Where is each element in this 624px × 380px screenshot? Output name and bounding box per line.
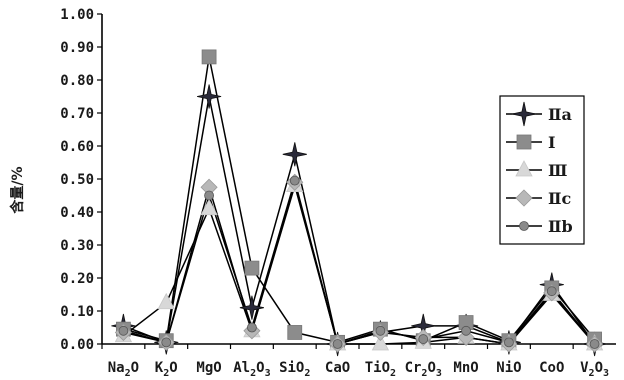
- y-tick-label: 0.30: [60, 238, 94, 254]
- y-axis-title: 含量/%: [9, 166, 26, 213]
- y-tick-label: 0.70: [60, 106, 94, 122]
- data-point: [282, 142, 307, 167]
- data-point: [546, 286, 557, 297]
- legend-label: Ⅱb: [548, 217, 573, 236]
- data-point: [418, 334, 429, 344]
- data-point: [589, 339, 600, 349]
- x-tick-label: CaO: [325, 360, 350, 376]
- data-point: [371, 334, 390, 351]
- legend-marker: [516, 134, 532, 150]
- y-tick-label: 0.50: [60, 172, 94, 188]
- legend-label: Ⅰ: [548, 133, 555, 152]
- x-tick-label: SiO2: [279, 360, 310, 379]
- legend-marker: [511, 101, 537, 127]
- x-tick-label: Na2O: [108, 360, 139, 379]
- series-line: [123, 56, 596, 344]
- series-square: [123, 56, 596, 344]
- data-point: [197, 84, 222, 109]
- y-axis-ticks: 0.00 0.10 0.20 0.30 0.40 0.50 0.60 0.70 0.80 0.90…: [60, 7, 102, 353]
- y-tick-label: 0.60: [60, 139, 94, 155]
- legend-marker: [515, 160, 533, 177]
- x-tick-label: NiO: [496, 360, 521, 376]
- y-tick-label: 1.00: [60, 7, 94, 23]
- legend-label: Ⅱa: [548, 105, 572, 124]
- data-point: [161, 337, 172, 348]
- y-tick-label: 0.10: [60, 304, 94, 320]
- data-point: [118, 325, 129, 336]
- data-point: [201, 49, 217, 65]
- data-point: [204, 190, 214, 201]
- legend-label: Ⅲ: [548, 161, 567, 180]
- series-layer: [111, 49, 607, 357]
- legend-label: Ⅱc: [548, 189, 571, 208]
- data-point: [157, 292, 175, 310]
- data-point: [375, 325, 386, 336]
- x-axis-ticks: Na2O K2O MgO Al2O3 SiO2 CaO TiO2 Cr2O3 MnO NiO CoO…: [101, 344, 609, 379]
- x-tick-label: MgO: [196, 360, 221, 376]
- x-tick-label: Al2O3: [233, 360, 270, 379]
- y-tick-label: 0.80: [60, 73, 94, 89]
- data-point: [239, 295, 264, 320]
- y-tick-label: 0.40: [60, 205, 94, 221]
- x-tick-label: K2O: [155, 360, 178, 379]
- data-point: [332, 339, 343, 349]
- legend-marker: [515, 189, 533, 207]
- y-tick-label: 0.20: [60, 271, 94, 287]
- data-point: [200, 198, 218, 216]
- x-tick-label: Cr2O3: [405, 360, 442, 379]
- legend: Ⅱa Ⅰ Ⅲ Ⅱc Ⅱb: [499, 95, 585, 245]
- data-point: [504, 337, 514, 348]
- legend-marker: [519, 221, 529, 231]
- data-point: [461, 325, 471, 336]
- data-point: [244, 260, 260, 276]
- x-tick-label: TiO2: [365, 360, 396, 379]
- series-markers-circle: [118, 175, 600, 349]
- y-tick-label: 0.90: [60, 40, 94, 56]
- x-tick-label: V2O3: [580, 360, 609, 379]
- data-point: [289, 175, 300, 186]
- y-tick-label: 0.00: [60, 337, 94, 353]
- data-point: [287, 325, 303, 340]
- x-tick-label: MnO: [453, 360, 478, 376]
- x-tick-label: CoO: [539, 360, 564, 376]
- data-point: [247, 322, 257, 333]
